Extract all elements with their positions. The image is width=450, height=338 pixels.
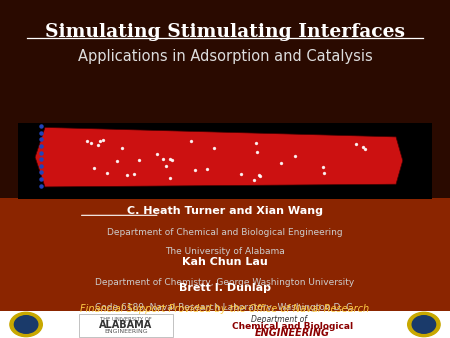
Circle shape bbox=[10, 312, 42, 337]
Bar bbox=[0, 0, 450, 198]
Bar bbox=[0, 198, 450, 311]
Polygon shape bbox=[35, 127, 403, 187]
Bar bbox=[79, 314, 173, 337]
Text: The University of Alabama: The University of Alabama bbox=[165, 247, 285, 256]
Bar bbox=[0, 311, 450, 338]
Text: Applications in Adsorption and Catalysis: Applications in Adsorption and Catalysis bbox=[77, 49, 373, 64]
Text: Chemical and Biological: Chemical and Biological bbox=[232, 322, 353, 331]
Text: THE UNIVERSITY OF: THE UNIVERSITY OF bbox=[100, 317, 152, 322]
Bar bbox=[18, 123, 432, 199]
Circle shape bbox=[408, 312, 440, 337]
Text: Brett I. Dunlap: Brett I. Dunlap bbox=[179, 283, 271, 293]
Circle shape bbox=[412, 316, 436, 333]
Text: Department of Chemistry, George Washington University: Department of Chemistry, George Washingt… bbox=[95, 279, 355, 287]
Text: Kah Chun Lau: Kah Chun Lau bbox=[182, 257, 268, 267]
Text: Simulating Stimulating Interfaces: Simulating Stimulating Interfaces bbox=[45, 23, 405, 41]
Text: ENGINEERING: ENGINEERING bbox=[104, 330, 148, 334]
Text: Financial Support Provided by the Office of Naval Research: Financial Support Provided by the Office… bbox=[81, 304, 369, 314]
Circle shape bbox=[14, 316, 38, 333]
Text: Code 6189, Naval Research Laboratory, Washington D. C.: Code 6189, Naval Research Laboratory, Wa… bbox=[95, 303, 355, 312]
Text: Department of: Department of bbox=[251, 315, 307, 324]
Text: ALABAMA: ALABAMA bbox=[99, 320, 153, 331]
Text: Department of Chemical and Biological Engineering: Department of Chemical and Biological En… bbox=[107, 228, 343, 237]
Text: C. Heath Turner and Xian Wang: C. Heath Turner and Xian Wang bbox=[127, 206, 323, 216]
Text: ENGINEERING: ENGINEERING bbox=[255, 328, 330, 338]
